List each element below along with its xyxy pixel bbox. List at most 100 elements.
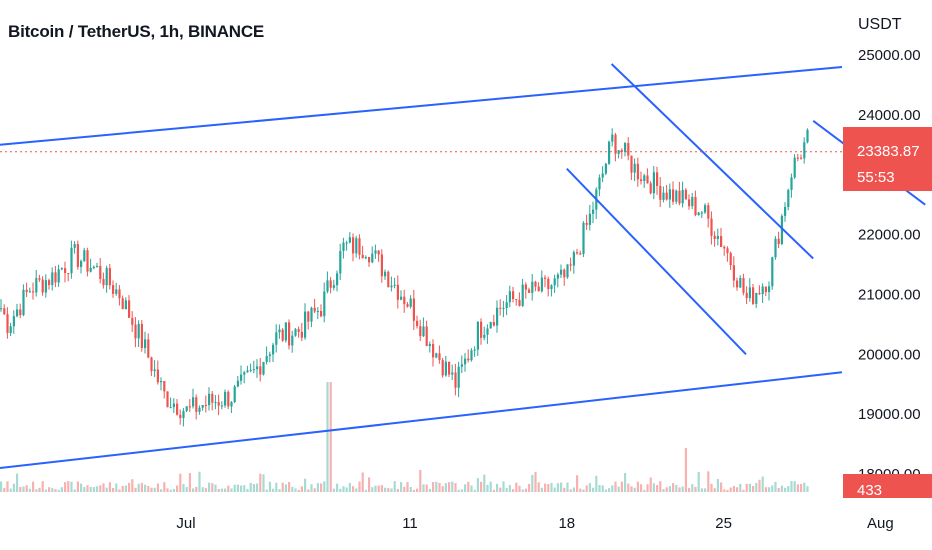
volume-bar bbox=[710, 483, 713, 492]
candle-body bbox=[652, 172, 655, 194]
candle-body bbox=[768, 286, 771, 293]
volume-bar bbox=[659, 481, 662, 492]
volume-bar bbox=[630, 486, 633, 492]
volume-bar bbox=[723, 489, 726, 492]
volume-bar bbox=[419, 470, 422, 492]
volume-bar bbox=[76, 481, 79, 492]
volume-bar bbox=[752, 486, 755, 492]
volume-bar bbox=[105, 487, 108, 492]
candle-body bbox=[604, 163, 607, 174]
candle-body bbox=[291, 335, 294, 346]
channel-upper-trendline[interactable] bbox=[0, 65, 843, 146]
candle-body bbox=[3, 308, 6, 315]
candle-body bbox=[9, 326, 12, 334]
candle-body bbox=[761, 286, 764, 295]
volume-bar bbox=[291, 486, 294, 492]
volume-bar bbox=[121, 485, 124, 492]
time-tick-label: Aug bbox=[867, 515, 894, 532]
candle-body bbox=[608, 141, 611, 164]
volume-bar bbox=[256, 483, 259, 492]
volume-bar bbox=[368, 477, 371, 492]
volume-bar bbox=[473, 489, 476, 492]
candle-body bbox=[108, 268, 111, 286]
candle-body bbox=[313, 307, 316, 312]
volume-bar bbox=[272, 488, 275, 492]
candle-body bbox=[121, 298, 124, 310]
volume-bar bbox=[761, 476, 764, 492]
time-tick-label: 11 bbox=[402, 515, 418, 532]
candle-body bbox=[755, 292, 758, 304]
candle-body bbox=[713, 235, 716, 239]
volume-bar bbox=[729, 487, 732, 492]
volume-bar bbox=[614, 481, 617, 492]
volume-bar bbox=[166, 488, 169, 492]
volume-bar bbox=[672, 483, 675, 492]
candle-body bbox=[60, 268, 63, 270]
candle-body bbox=[246, 370, 249, 373]
candle-body bbox=[137, 323, 140, 339]
candle-body bbox=[28, 291, 31, 293]
candle-body bbox=[598, 177, 601, 190]
volume-bars bbox=[0, 382, 809, 492]
candle-body bbox=[560, 269, 563, 275]
candle-body bbox=[281, 329, 284, 341]
volume-bar bbox=[531, 474, 534, 492]
volume-bar bbox=[470, 485, 473, 492]
volume-bar bbox=[499, 487, 502, 492]
candle-body bbox=[115, 289, 118, 294]
volume-bar bbox=[208, 482, 211, 492]
volume-bar bbox=[310, 484, 313, 492]
candle-body bbox=[140, 323, 143, 349]
candle-body bbox=[688, 199, 691, 207]
candle-body bbox=[448, 361, 451, 375]
volume-bar bbox=[48, 487, 51, 492]
candle-body bbox=[611, 134, 614, 142]
candle-body bbox=[86, 250, 89, 272]
time-axis[interactable]: 21Jul111825Aug bbox=[0, 515, 894, 532]
candle-body bbox=[70, 247, 73, 274]
volume-bar bbox=[342, 486, 345, 492]
symbol-title[interactable]: Bitcoin / TetherUS, 1h, BINANCE bbox=[8, 22, 265, 41]
volume-bar bbox=[387, 488, 390, 492]
candle-body bbox=[384, 271, 387, 277]
candle-body bbox=[236, 380, 239, 387]
volume-bar bbox=[608, 488, 611, 492]
candle-body bbox=[307, 311, 310, 322]
volume-bar bbox=[460, 489, 463, 492]
volume-bar bbox=[35, 489, 38, 492]
candle-body bbox=[160, 381, 163, 383]
trendlines[interactable] bbox=[0, 63, 926, 470]
price-tick-label: 21000.00 bbox=[858, 286, 921, 303]
volume-bar bbox=[448, 482, 451, 492]
volume-bar bbox=[403, 486, 406, 492]
candle-body bbox=[336, 273, 339, 286]
descending-channel-lower-trendline[interactable] bbox=[566, 168, 747, 355]
candle-body bbox=[694, 196, 697, 216]
volume-bar bbox=[454, 483, 457, 492]
candle-body bbox=[92, 266, 95, 268]
candle-body bbox=[204, 405, 207, 407]
volume-bar bbox=[380, 485, 383, 492]
volume-bar bbox=[182, 484, 185, 492]
candle-body bbox=[112, 285, 115, 294]
candle-body bbox=[105, 268, 108, 286]
descending-channel-upper-trendline[interactable] bbox=[610, 63, 814, 260]
volume-bar bbox=[476, 478, 479, 492]
candle-body bbox=[323, 291, 326, 317]
channel-lower-trendline[interactable] bbox=[0, 371, 843, 470]
volume-bar bbox=[556, 483, 559, 492]
volume-bar bbox=[649, 477, 652, 492]
volume-bar bbox=[284, 484, 287, 492]
volume-bar bbox=[515, 482, 518, 492]
volume-bar bbox=[172, 488, 175, 492]
candle-body bbox=[585, 222, 588, 225]
volume-bar bbox=[185, 487, 188, 492]
candle-body bbox=[80, 260, 83, 267]
candle-body bbox=[67, 273, 70, 275]
candle-body bbox=[131, 317, 134, 325]
volume-bar bbox=[313, 488, 316, 492]
candle-body bbox=[233, 386, 236, 403]
candle-body bbox=[553, 278, 556, 286]
volume-bar bbox=[332, 488, 335, 492]
